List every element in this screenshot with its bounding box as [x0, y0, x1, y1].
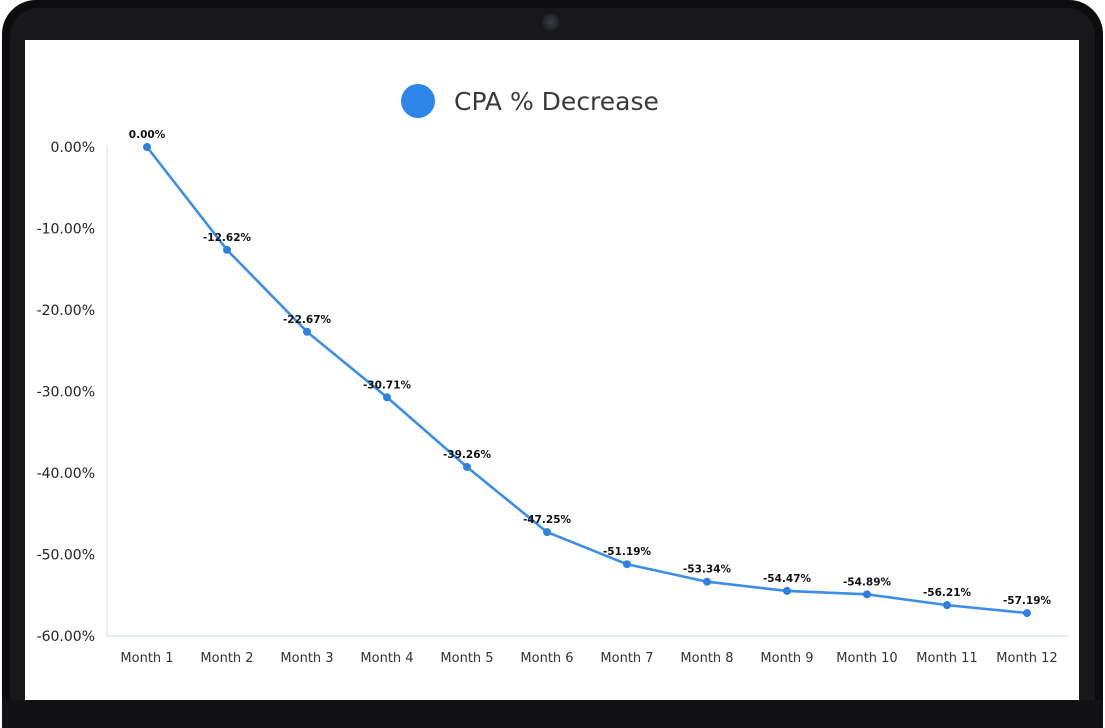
data-label: -30.71%: [363, 379, 412, 391]
x-tick-label: Month 1: [120, 651, 173, 666]
data-label: 0.00%: [129, 129, 166, 141]
x-tick-label: Month 12: [996, 651, 1057, 666]
y-tick-label: -60.00%: [37, 629, 95, 645]
series-line: [145, 146, 1028, 615]
x-tick-label: Month 10: [836, 651, 897, 666]
x-axis-ticks: Month 1 Month 2 Month 3 Month 4 Month 5 Month…: [120, 651, 1057, 666]
line-chart: CPA % Decrease 0.00% -10.00% -20.00% -30.00…: [37, 84, 1068, 666]
data-point: [783, 586, 791, 595]
x-tick-label: Month 11: [916, 651, 977, 666]
data-labels: 0.00% -12.62% -22.67% -30.71% -39.26% -47.25%…: [129, 129, 1052, 607]
screen: CPA % Decrease 0.00% -10.00% -20.00% -30.00…: [25, 40, 1079, 700]
data-label: -54.89%: [843, 576, 892, 588]
data-label: -51.19%: [603, 546, 652, 558]
y-tick-label: -20.00%: [37, 303, 95, 319]
legend-marker-icon: [401, 84, 435, 118]
data-label: -57.19%: [1003, 595, 1052, 607]
x-tick-label: Month 9: [760, 651, 813, 666]
data-label: -22.67%: [283, 314, 332, 326]
data-point: [303, 327, 311, 336]
x-tick-label: Month 8: [680, 651, 733, 666]
data-point: [863, 590, 871, 599]
data-point: [543, 528, 551, 537]
data-label: -47.25%: [523, 514, 572, 526]
data-point: [463, 462, 471, 471]
data-label: -53.34%: [683, 564, 732, 576]
data-point: [143, 143, 151, 151]
y-tick-label: 0.00%: [51, 140, 95, 156]
x-tick-label: Month 6: [520, 651, 573, 666]
data-point: [1023, 609, 1031, 618]
data-point: [623, 560, 631, 569]
data-label: -39.26%: [443, 449, 492, 461]
data-point: [223, 245, 231, 254]
x-tick-label: Month 3: [280, 651, 333, 666]
data-label: -54.47%: [763, 573, 812, 585]
chart-axes: [106, 145, 1068, 637]
y-tick-label: -50.00%: [37, 548, 95, 564]
data-point: [703, 577, 711, 586]
y-tick-label: -30.00%: [37, 385, 95, 401]
y-tick-label: -10.00%: [37, 222, 95, 238]
y-tick-label: -40.00%: [37, 466, 95, 482]
data-point: [943, 601, 951, 610]
x-tick-label: Month 2: [200, 651, 253, 666]
webcam-icon: [540, 11, 562, 33]
laptop-bottom-bezel: [2, 700, 1103, 728]
data-label: -12.62%: [203, 232, 252, 244]
legend-label: CPA % Decrease: [454, 87, 659, 116]
data-point: [383, 393, 391, 402]
x-tick-label: Month 7: [600, 651, 653, 666]
x-tick-label: Month 5: [440, 651, 493, 666]
x-tick-label: Month 4: [360, 651, 413, 666]
chart-legend: CPA % Decrease: [401, 84, 659, 118]
data-label: -56.21%: [923, 587, 972, 599]
series-cpa: [143, 143, 1031, 618]
y-axis-ticks: 0.00% -10.00% -20.00% -30.00% -40.00% -50.00%…: [37, 140, 95, 645]
